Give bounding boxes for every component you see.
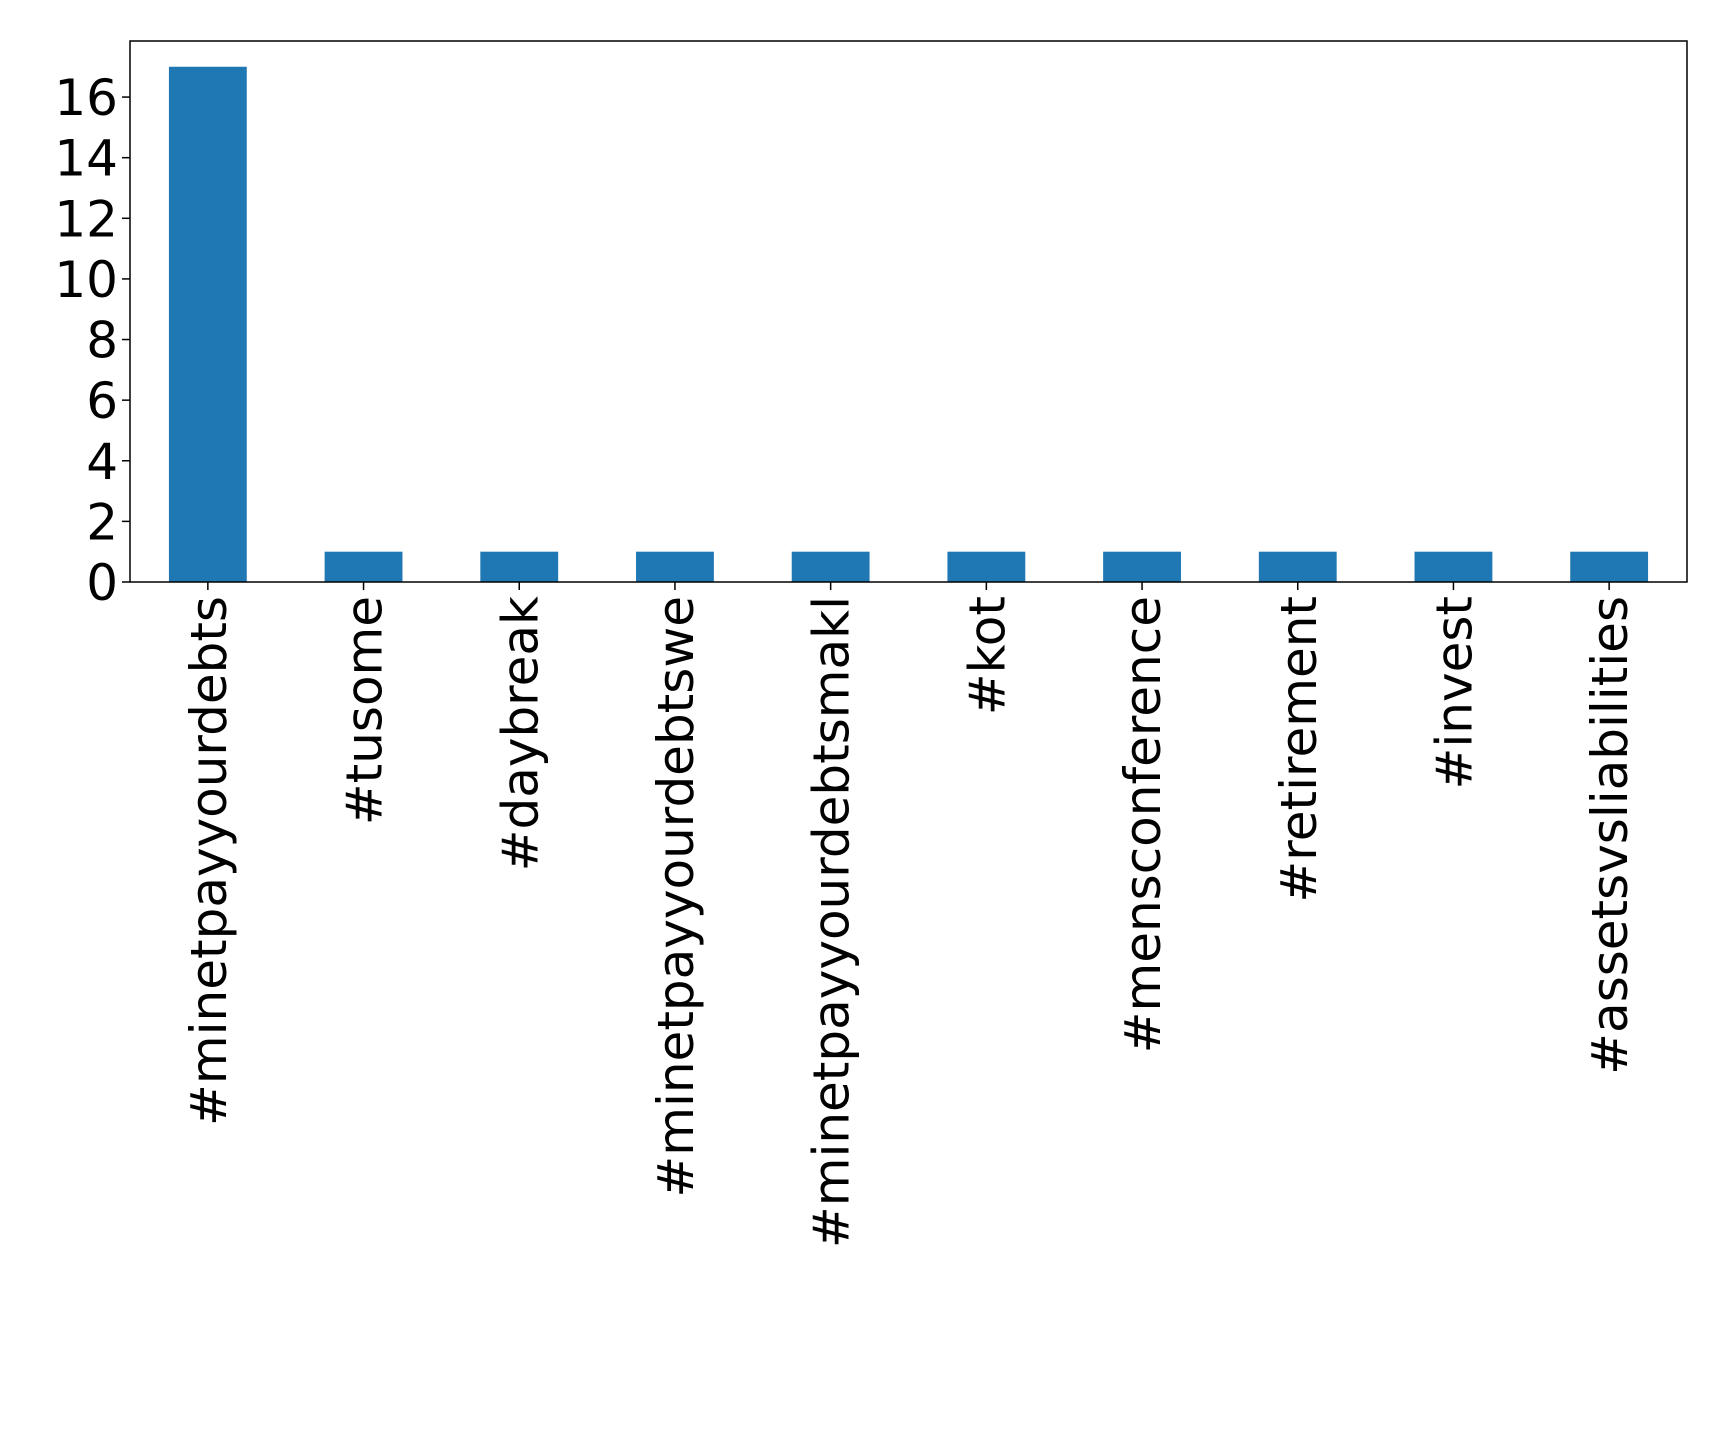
x-tick-label: #retirement	[1270, 596, 1328, 903]
bar	[324, 551, 403, 582]
x-tick-label: #minetpayyourdebts	[180, 596, 238, 1126]
bar	[1570, 551, 1649, 582]
y-tick-label: 2	[86, 493, 118, 551]
bar	[636, 551, 714, 582]
x-tick-label: #tusome	[336, 596, 394, 825]
y-tick-label: 4	[86, 433, 118, 491]
x-tick-label: #invest	[1425, 596, 1483, 789]
y-tick-label: 16	[54, 69, 118, 127]
y-tick-label: 12	[54, 190, 118, 248]
x-tick-label: #kot	[958, 596, 1016, 715]
y-tick-label: 14	[54, 130, 118, 188]
plot-frame	[129, 40, 1688, 583]
x-tick-label: #minetpayyourdebtsmakl	[803, 596, 861, 1248]
x-tick-label: #assetsvsliabilities	[1581, 596, 1639, 1075]
bar	[1103, 551, 1181, 582]
y-tick-label: 8	[86, 312, 118, 370]
bar	[1414, 551, 1493, 582]
bar	[480, 551, 559, 582]
x-tick-label: #mensconference	[1114, 596, 1172, 1053]
y-tick-label: 0	[86, 554, 118, 612]
bar	[947, 551, 1026, 582]
y-tick-label: 10	[54, 251, 118, 309]
bar	[1258, 551, 1337, 582]
y-tick-label: 6	[86, 372, 118, 430]
bar	[168, 66, 247, 582]
x-tick-label: #minetpayyourdebtswe	[647, 596, 705, 1198]
bar	[791, 551, 870, 582]
x-tick-label: #daybreak	[491, 596, 549, 871]
